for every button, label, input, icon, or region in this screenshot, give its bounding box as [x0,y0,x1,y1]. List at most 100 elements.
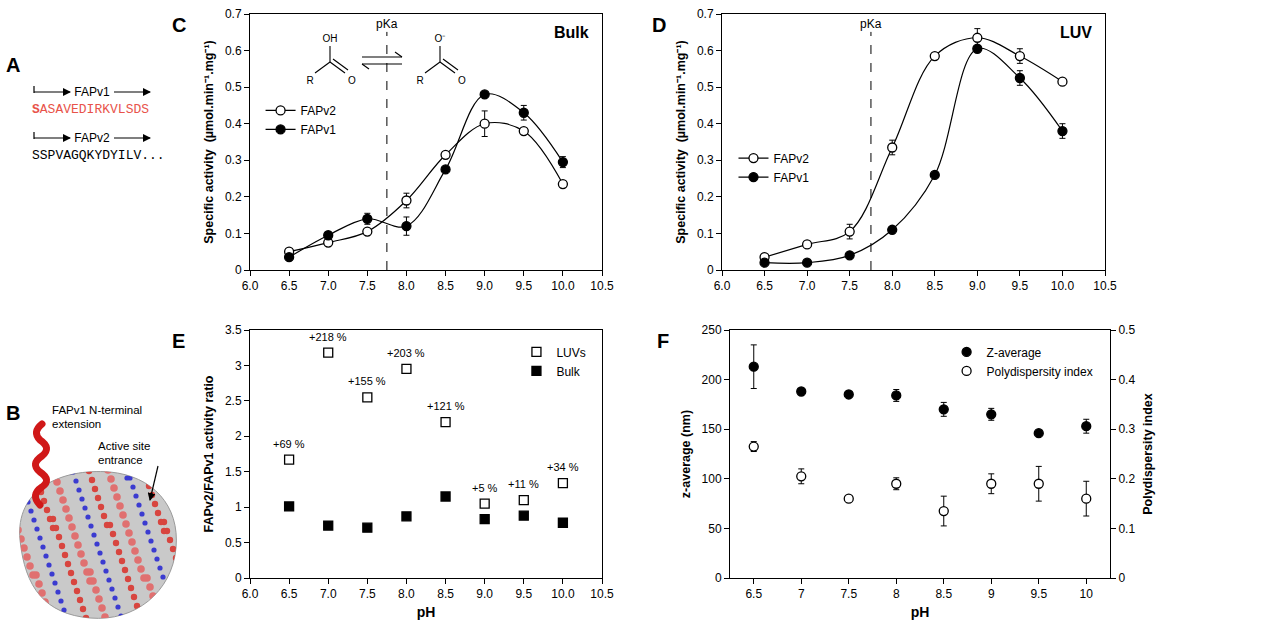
svg-text:8.0: 8.0 [884,279,901,293]
svg-text:R: R [306,75,313,86]
svg-text:pH: pH [417,604,436,620]
svg-text:+11 %: +11 % [508,478,539,490]
svg-text:0.4: 0.4 [225,117,242,131]
svg-text:10.0: 10.0 [551,279,575,293]
svg-text:7.0: 7.0 [799,279,816,293]
svg-text:O: O [348,75,356,86]
svg-text:9.0: 9.0 [969,279,986,293]
svg-text:10.5: 10.5 [590,587,614,601]
svg-text:0.3: 0.3 [225,153,242,167]
svg-text:z-average (nm): z-average (nm) [679,410,693,498]
svg-text:0.1: 0.1 [697,227,714,241]
svg-text:FAPv1: FAPv1 [301,123,337,137]
svg-text:+218 %: +218 % [309,331,347,343]
svg-text:10: 10 [1080,587,1094,601]
svg-text:Active site: Active site [98,440,150,452]
svg-text:LUV: LUV [1060,24,1092,41]
svg-text:O: O [458,75,466,86]
svg-text:0: 0 [707,263,714,277]
svg-text:7.0: 7.0 [320,279,337,293]
svg-text:0.5: 0.5 [697,80,714,94]
svg-text:7.0: 7.0 [320,587,337,601]
svg-text:0.2: 0.2 [697,190,714,204]
svg-text:6.5: 6.5 [756,279,773,293]
svg-text:OH: OH [323,33,338,44]
svg-text:9.5: 9.5 [515,279,532,293]
svg-text:6.5: 6.5 [281,279,298,293]
svg-text:9.0: 9.0 [476,279,493,293]
svg-text:pKa: pKa [860,17,882,31]
svg-text:9.5: 9.5 [1030,587,1047,601]
svg-text:pKa: pKa [376,17,398,31]
svg-text:200: 200 [702,373,722,387]
svg-text:0.3: 0.3 [697,153,714,167]
svg-text:7.5: 7.5 [359,279,376,293]
svg-text:7.5: 7.5 [841,279,858,293]
svg-text:Bulk: Bulk [554,24,589,41]
svg-text:8: 8 [893,587,900,601]
svg-text:8.0: 8.0 [398,279,415,293]
svg-text:7.5: 7.5 [840,587,857,601]
svg-text:Bulk: Bulk [556,365,580,379]
svg-text:0.4: 0.4 [697,117,714,131]
svg-text:50: 50 [708,522,722,536]
svg-text:0.1: 0.1 [1118,522,1135,536]
svg-text:6.0: 6.0 [714,279,731,293]
svg-text:10.0: 10.0 [551,587,575,601]
svg-text:+155 %: +155 % [348,375,386,387]
svg-text:FAPv1: FAPv1 [773,171,809,185]
svg-text:9.5: 9.5 [1012,279,1029,293]
svg-text:8.5: 8.5 [926,279,943,293]
svg-text:8.5: 8.5 [437,279,454,293]
svg-text:FAPv2: FAPv2 [74,131,110,145]
svg-text:0.2: 0.2 [225,190,242,204]
svg-text:3.5: 3.5 [225,323,242,337]
svg-text:extension: extension [52,418,101,430]
svg-text:6.0: 6.0 [242,279,259,293]
svg-text:8.5: 8.5 [935,587,952,601]
svg-text:Z-average: Z-average [987,346,1042,360]
svg-text:6.5: 6.5 [745,587,762,601]
svg-text:9.0: 9.0 [476,587,493,601]
svg-text:0.7: 0.7 [697,7,714,21]
svg-text:R: R [416,75,423,86]
svg-text:2: 2 [235,429,242,443]
svg-text:3: 3 [235,359,242,373]
svg-text:0.6: 0.6 [225,44,242,58]
svg-text:FAPv2: FAPv2 [773,152,809,166]
svg-text:8.0: 8.0 [398,587,415,601]
svg-text:LUVs: LUVs [556,346,585,360]
svg-text:1: 1 [235,500,242,514]
svg-text:Polydispersity index: Polydispersity index [1141,393,1155,515]
svg-text:250: 250 [702,323,722,337]
svg-text:E: E [172,330,185,352]
svg-text:+5 %: +5 % [472,482,498,494]
svg-text:C: C [172,14,186,36]
svg-text:6.0: 6.0 [242,587,259,601]
svg-text:10.5: 10.5 [590,279,614,293]
svg-text:entrance: entrance [98,454,143,466]
svg-text:+69 %: +69 % [273,438,305,450]
svg-text:10.5: 10.5 [1093,279,1117,293]
svg-text:100: 100 [702,472,722,486]
svg-text:A: A [6,54,20,76]
svg-text:Specific activity (µmol.min⁻¹: Specific activity (µmol.min⁻¹.mg⁻¹) [202,40,216,243]
svg-text:Specific activity (µmol.min⁻¹: Specific activity (µmol.min⁻¹.mg⁻¹) [674,40,688,243]
svg-text:0: 0 [235,571,242,585]
svg-text:Polydispersity index: Polydispersity index [987,365,1093,379]
svg-text:0: 0 [715,571,722,585]
svg-text:0: 0 [1118,571,1125,585]
svg-text:0.1: 0.1 [225,227,242,241]
svg-text:9: 9 [988,587,995,601]
svg-text:+203 %: +203 % [387,347,425,359]
svg-text:10.0: 10.0 [1051,279,1075,293]
svg-text:0.7: 0.7 [225,7,242,21]
svg-text:0.5: 0.5 [225,536,242,550]
svg-text:D: D [652,14,666,36]
svg-text:F: F [657,330,669,352]
svg-text:+34 %: +34 % [547,461,579,473]
svg-text:8.5: 8.5 [437,587,454,601]
svg-text:FAPv1 N-terminal: FAPv1 N-terminal [52,404,142,416]
svg-text:0.2: 0.2 [1118,472,1135,486]
svg-text:pH: pH [911,604,930,620]
